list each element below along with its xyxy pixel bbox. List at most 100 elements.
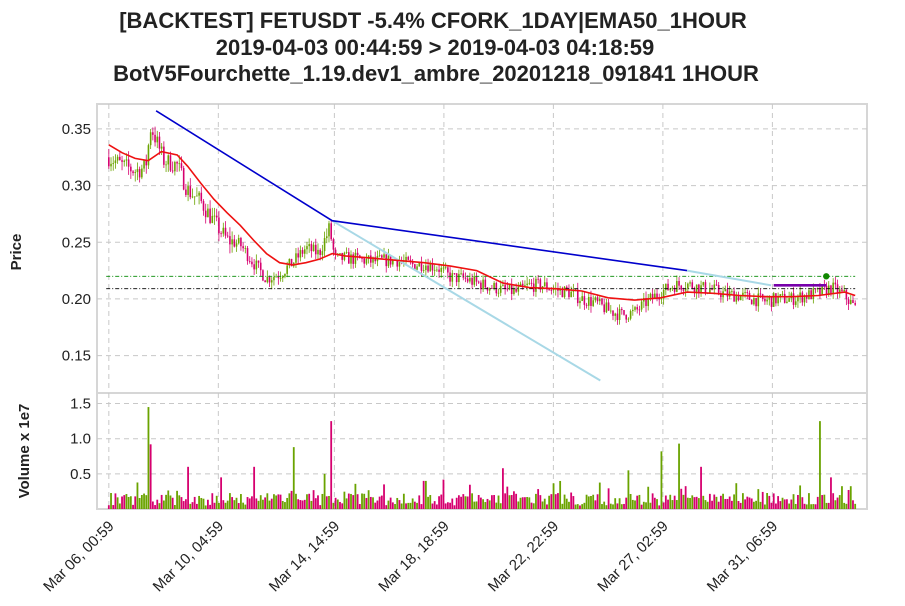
volume-bar <box>365 497 368 509</box>
price-y-tick-4: 0.35 <box>62 121 91 138</box>
candle-body <box>229 236 231 245</box>
candle-body <box>279 277 282 279</box>
volume-bar <box>724 498 727 509</box>
candle-body <box>174 162 176 172</box>
candle-body <box>515 288 517 292</box>
volume-bar <box>675 500 678 509</box>
volume-bar <box>649 502 652 509</box>
volume-bar <box>110 493 112 509</box>
volume-bar <box>552 483 555 509</box>
volume-bar <box>182 501 185 509</box>
candle-body <box>138 169 141 178</box>
volume-bar <box>827 502 830 509</box>
candle-body <box>563 286 566 298</box>
candle-body <box>444 267 447 269</box>
candle-body <box>323 238 326 252</box>
candle-body <box>590 297 592 306</box>
candle-body <box>458 273 460 283</box>
candle-body <box>669 288 672 291</box>
price-axis-label: Price <box>8 234 25 271</box>
candle-body <box>123 160 126 162</box>
candle-body <box>548 289 550 291</box>
candle-body <box>592 300 594 306</box>
volume-bar <box>812 504 815 509</box>
volume-bar <box>607 488 610 509</box>
candle-body <box>497 292 500 294</box>
volume-bar <box>286 497 289 509</box>
volume-bar <box>682 494 685 509</box>
candle-body <box>667 283 669 291</box>
volume-bar <box>821 495 824 509</box>
volume-bar <box>852 500 854 509</box>
volume-bar <box>165 494 167 509</box>
candle-body <box>178 163 181 165</box>
volume-bar <box>488 500 491 509</box>
volume-bar <box>790 499 793 509</box>
volume-bar <box>187 466 189 509</box>
volume-bar <box>794 503 797 509</box>
candle-body <box>392 259 394 265</box>
candle-body <box>799 292 801 298</box>
volume-bar <box>755 500 758 509</box>
candle-body <box>689 282 691 284</box>
price-overlays <box>106 110 856 382</box>
volume-bar <box>266 493 269 509</box>
volume-grid <box>97 393 867 509</box>
volume-bar <box>777 496 780 509</box>
candle-body <box>264 280 266 283</box>
candle-body <box>449 272 451 282</box>
candle-body <box>623 310 625 315</box>
volume-bar <box>730 500 733 509</box>
volume-bar <box>303 499 306 509</box>
candle-body <box>607 302 610 311</box>
candle-body <box>775 293 777 304</box>
volume-bar <box>121 496 123 509</box>
candle-body <box>378 255 381 257</box>
candle-body <box>215 215 218 218</box>
volume-bar <box>797 494 799 509</box>
price-y-tick-0: 0.15 <box>62 348 91 365</box>
volume-bar <box>162 500 165 509</box>
candle-body <box>442 267 445 269</box>
volume-bar <box>345 498 348 509</box>
candle-body <box>370 255 372 263</box>
candle-body <box>825 285 828 296</box>
candle-body <box>231 239 233 245</box>
candle-body <box>632 309 634 312</box>
volume-bar <box>471 493 473 509</box>
candle-body <box>724 289 727 292</box>
volume-bar <box>457 495 460 509</box>
volume-bar <box>726 498 729 509</box>
volume-bar <box>431 503 434 509</box>
volume-bar <box>715 496 718 509</box>
volume-bar <box>259 495 262 509</box>
candle-body <box>242 246 244 249</box>
candle-body <box>519 283 522 287</box>
candle-body <box>530 282 533 284</box>
volume-bar <box>678 443 680 509</box>
volume-bar <box>193 496 196 509</box>
candle-body <box>746 292 749 293</box>
fork-upper-tine <box>686 269 772 287</box>
volume-bar <box>218 502 220 509</box>
volume-bar <box>479 497 482 509</box>
volume-bar <box>156 499 159 509</box>
candle-body <box>451 273 454 282</box>
candle-body <box>341 252 343 260</box>
candle-body <box>130 166 132 172</box>
candle-body <box>297 253 299 258</box>
volume-bar <box>235 497 238 509</box>
candle-body <box>477 281 480 283</box>
volume-bar <box>491 495 493 509</box>
candle-body <box>460 273 462 275</box>
candle-body <box>167 155 170 165</box>
candle-body <box>466 278 469 282</box>
volume-bar <box>704 500 707 509</box>
candle-body <box>200 192 203 202</box>
candle-body <box>770 297 773 307</box>
volume-bar <box>242 502 245 509</box>
volume-bar <box>504 493 507 509</box>
volume-bar <box>220 477 223 509</box>
volume-bar <box>535 493 537 509</box>
